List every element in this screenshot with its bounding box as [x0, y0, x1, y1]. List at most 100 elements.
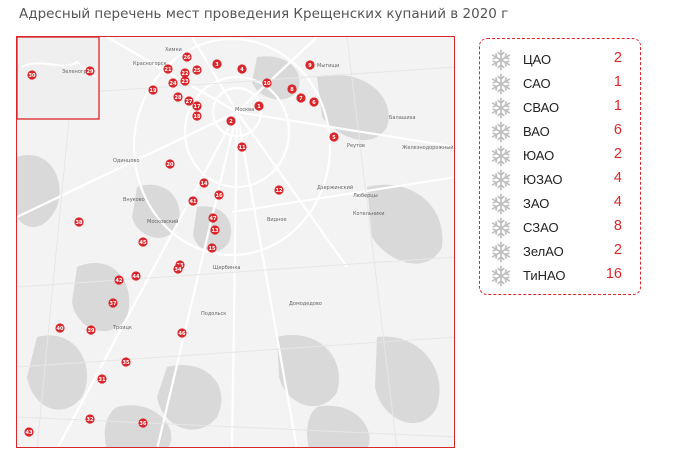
label-krasnogorsk: Красногорск — [133, 61, 167, 67]
district-label: САО — [523, 76, 551, 91]
marker-dot — [177, 328, 187, 338]
marker-dot — [138, 237, 148, 247]
district-label: ЦАО — [523, 52, 552, 67]
snowflake-icon — [490, 73, 512, 95]
map-marker[interactable]: 24 — [168, 78, 178, 88]
marker-number: 46 — [179, 331, 186, 337]
map-marker[interactable]: 46 — [177, 328, 187, 338]
marker-number: 35 — [123, 360, 130, 366]
marker-number: 43 — [26, 430, 33, 436]
district-count: 2 — [613, 146, 622, 162]
map-marker[interactable]: 32 — [85, 414, 95, 424]
label-lyubertsy: Люберцы — [353, 193, 378, 199]
marker-dot — [254, 101, 264, 111]
map-marker[interactable]: 40 — [55, 323, 65, 333]
legend-row: ЮЗАО 4 — [490, 169, 632, 193]
label-vnukovo: Внуково — [123, 197, 145, 203]
map-marker[interactable]: 31 — [97, 374, 107, 384]
map-marker[interactable]: 30 — [27, 70, 37, 80]
marker-dot — [192, 111, 202, 121]
marker-number: 26 — [184, 55, 191, 61]
map-marker[interactable]: 44 — [131, 271, 141, 281]
marker-number: 23 — [182, 79, 189, 85]
district-count: 2 — [613, 242, 622, 258]
district-count: 2 — [613, 50, 622, 66]
map-marker[interactable]: 38 — [74, 217, 84, 227]
label-troitsk: Троицк — [112, 325, 132, 331]
snowflake-icon — [490, 121, 512, 143]
marker-dot — [207, 243, 217, 253]
marker-number: 27 — [186, 99, 193, 105]
minor-roads-layer — [17, 37, 454, 447]
map-marker[interactable]: 19 — [148, 85, 158, 95]
label-podolsk: Подольск — [201, 311, 226, 317]
district-label: СВАО — [523, 100, 560, 115]
map-marker[interactable]: 10 — [262, 78, 272, 88]
map-marker[interactable]: 13 — [210, 225, 220, 235]
map-marker[interactable]: 41 — [188, 196, 198, 206]
map-marker[interactable]: 1 — [254, 101, 264, 111]
map-marker[interactable]: 15 — [207, 243, 217, 253]
map-marker[interactable]: 3 — [212, 59, 222, 69]
map-marker[interactable]: 23 — [180, 76, 190, 86]
marker-number: 45 — [140, 240, 147, 246]
map-marker[interactable]: 21 — [163, 64, 173, 74]
marker-number: 11 — [239, 145, 246, 151]
snowflake-icon — [490, 241, 512, 263]
marker-number: 21 — [165, 67, 172, 73]
map[interactable]: Москва Зеленоград Красногорск Химки Мыти… — [16, 36, 455, 448]
map-marker[interactable]: 37 — [108, 298, 118, 308]
label-kotelniki: Котельники — [353, 211, 385, 217]
map-marker[interactable]: 25 — [192, 65, 202, 75]
marker-number: 39 — [88, 328, 95, 334]
roads-layer — [17, 37, 454, 447]
marker-dot — [86, 325, 96, 335]
map-marker[interactable]: 4 — [237, 64, 247, 74]
map-marker[interactable]: 17 — [192, 101, 202, 111]
map-marker[interactable]: 43 — [24, 427, 34, 437]
map-marker[interactable]: 6 — [309, 97, 319, 107]
marker-number: 2 — [229, 119, 233, 125]
map-marker[interactable]: 2 — [226, 116, 236, 126]
marker-dot — [210, 225, 220, 235]
map-marker[interactable]: 11 — [237, 142, 247, 152]
marker-number: 17 — [194, 104, 201, 110]
snowflake-icon — [490, 193, 512, 215]
map-marker[interactable]: 16 — [214, 190, 224, 200]
map-marker[interactable]: 35 — [121, 357, 131, 367]
label-moskovsky: Московский — [147, 218, 178, 225]
map-marker[interactable]: 47 — [208, 213, 218, 223]
snowflake-icon — [490, 169, 512, 191]
label-dzerzhinsky: Дзержинский — [317, 184, 353, 191]
snowflake-icon — [490, 97, 512, 119]
map-marker[interactable]: 26 — [182, 52, 192, 62]
marker-dot — [287, 84, 297, 94]
map-marker[interactable]: 42 — [114, 275, 124, 285]
map-marker[interactable]: 18 — [192, 111, 202, 121]
marker-number: 19 — [150, 88, 157, 94]
map-marker[interactable]: 39 — [86, 325, 96, 335]
map-marker[interactable]: 29 — [85, 66, 95, 76]
map-marker[interactable]: 27 — [184, 96, 194, 106]
map-marker[interactable]: 22 — [180, 68, 190, 78]
map-marker[interactable]: 45 — [138, 237, 148, 247]
map-marker[interactable]: 28 — [173, 92, 183, 102]
map-marker[interactable]: 9 — [305, 60, 315, 70]
map-marker[interactable]: 7 — [296, 93, 306, 103]
snowflake-icon — [490, 265, 512, 287]
legend-row: ТиНАО 16 — [490, 265, 632, 289]
map-marker[interactable]: 14 — [199, 178, 209, 188]
map-marker[interactable]: 20 — [165, 159, 175, 169]
map-marker[interactable]: 12 — [274, 185, 284, 195]
marker-number: 41 — [190, 199, 197, 205]
marker-number: 25 — [194, 68, 201, 74]
label-zelenograd: Зеленоград — [62, 69, 94, 75]
map-marker[interactable]: 5 — [329, 132, 339, 142]
map-marker[interactable]: 8 — [287, 84, 297, 94]
marker-number: 44 — [133, 274, 140, 280]
marker-number: 31 — [99, 377, 106, 383]
marker-dot — [168, 78, 178, 88]
map-marker[interactable]: 34 — [173, 264, 183, 274]
map-marker[interactable]: 36 — [138, 418, 148, 428]
label-domodedovo: Домодедово — [289, 301, 322, 307]
